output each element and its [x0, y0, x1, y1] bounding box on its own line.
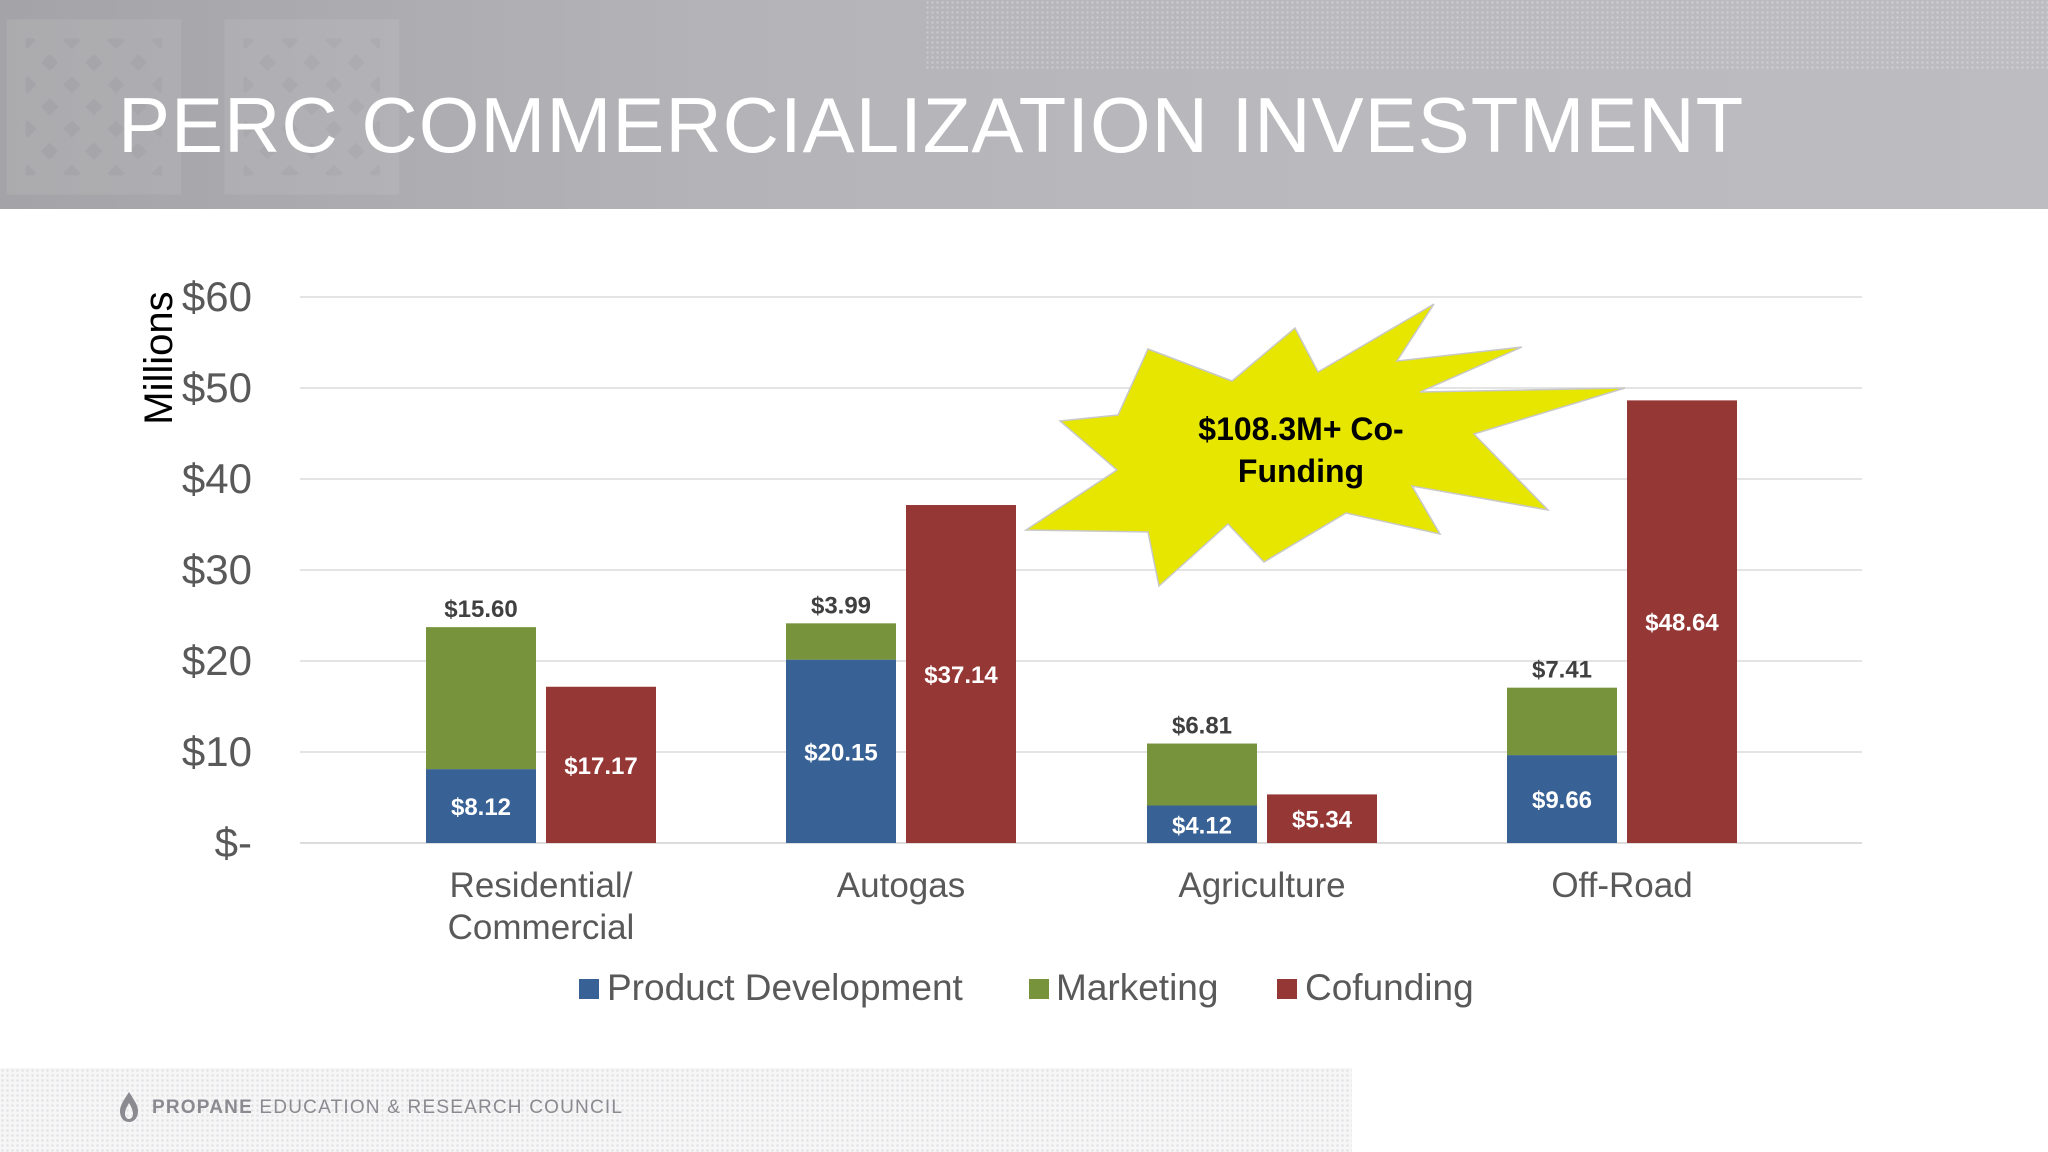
- bar-marketing: [1147, 743, 1257, 806]
- y-tick-label: $20: [182, 637, 252, 684]
- x-category-label: Agriculture: [1178, 866, 1345, 905]
- data-label-marketing: $6.81: [1172, 713, 1232, 740]
- bar-cofunding: [906, 505, 1016, 843]
- flame-icon: [120, 1092, 138, 1122]
- y-tick-label: $40: [182, 455, 252, 502]
- bar-cofunding: [1627, 400, 1737, 843]
- bar-product-development: [786, 659, 896, 843]
- x-category-label: Residential/: [450, 866, 633, 905]
- data-label-cofunding: $48.64: [1645, 610, 1719, 637]
- data-label-product-development: $9.66: [1532, 787, 1592, 814]
- data-label-product-development: $20.15: [804, 739, 877, 766]
- data-label-cofunding: $17.17: [564, 753, 637, 780]
- data-label-marketing: $7.41: [1532, 657, 1592, 684]
- bar-cofunding: [1267, 794, 1377, 843]
- header-dot-pattern: [925, 0, 2048, 70]
- y-tick-label: $30: [182, 546, 252, 593]
- footer-org-bold: PROPANE: [152, 1097, 253, 1118]
- slide-header: ▩▩: [0, 0, 2048, 209]
- bar-product-development: [426, 769, 536, 843]
- data-label-product-development: $4.12: [1172, 812, 1232, 839]
- x-category-label: Off-Road: [1551, 866, 1692, 905]
- x-category-label: Commercial: [448, 908, 635, 947]
- bar-product-development: [1147, 805, 1257, 843]
- y-tick-label: $10: [182, 728, 252, 775]
- legend-swatch: [579, 979, 599, 999]
- legend-swatch: [1029, 979, 1049, 999]
- bar-marketing: [1507, 687, 1617, 756]
- bar-marketing: [786, 623, 896, 660]
- footer-org-rest: EDUCATION & RESEARCH COUNCIL: [252, 1097, 624, 1118]
- legend-label: Product Development: [607, 967, 964, 1008]
- legend-swatch: [1277, 979, 1297, 999]
- slide-title: PERC COMMERCIALIZATION INVESTMENT: [118, 81, 1745, 169]
- bar-marketing: [426, 627, 536, 770]
- y-axis-title: Millions: [137, 291, 181, 424]
- data-label-cofunding: $37.14: [924, 662, 998, 689]
- data-label-cofunding: $5.34: [1292, 807, 1353, 834]
- footer-pattern: [0, 1068, 1352, 1152]
- y-tick-label: $60: [182, 273, 252, 320]
- bar-product-development: [1507, 755, 1617, 843]
- y-tick-label: $-: [215, 819, 252, 866]
- data-label-marketing: $3.99: [811, 592, 871, 619]
- header-background-graphic: ▩▩: [0, 0, 426, 209]
- callout-starburst: [1023, 303, 1626, 588]
- callout-text: Funding: [1238, 453, 1364, 489]
- data-label-product-development: $8.12: [451, 794, 511, 821]
- data-label-marketing: $15.60: [444, 596, 517, 623]
- legend-label: Cofunding: [1305, 967, 1474, 1008]
- callout-text: $108.3M+ Co-: [1198, 411, 1403, 447]
- x-category-label: Autogas: [837, 866, 965, 905]
- legend-label: Marketing: [1056, 967, 1218, 1008]
- footer-org-name: PROPANE EDUCATION & RESEARCH COUNCIL: [152, 1097, 623, 1119]
- bar-cofunding: [546, 686, 656, 843]
- y-tick-label: $50: [182, 364, 252, 411]
